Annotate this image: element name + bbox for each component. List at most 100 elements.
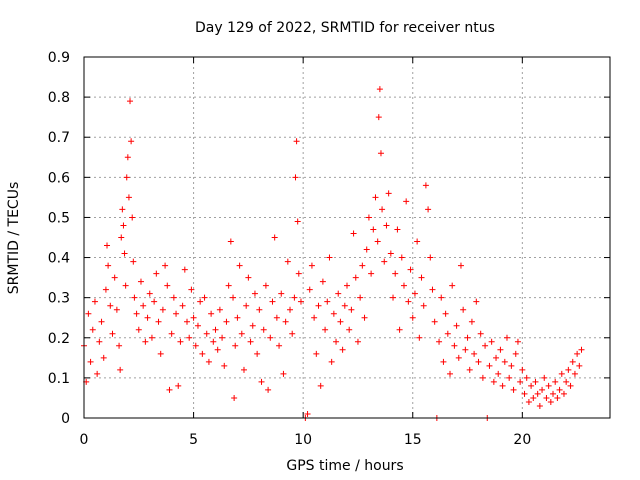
data-point	[232, 342, 239, 349]
data-point	[280, 370, 287, 377]
y-tick-label: 0.9	[48, 50, 70, 66]
x-tick-label: 5	[189, 432, 198, 448]
data-point	[447, 370, 454, 377]
data-point	[574, 350, 581, 357]
data-point	[319, 278, 326, 285]
data-point	[273, 314, 280, 321]
data-point	[221, 362, 228, 369]
data-point	[120, 222, 127, 229]
data-point	[394, 226, 401, 233]
x-tick-label: 15	[404, 432, 422, 448]
data-point	[130, 258, 137, 265]
data-point	[488, 338, 495, 345]
data-point	[383, 222, 390, 229]
data-point	[181, 266, 188, 273]
data-point	[473, 298, 480, 305]
data-point	[543, 394, 550, 401]
data-point	[113, 306, 120, 313]
data-point	[91, 298, 98, 305]
data-point	[501, 358, 508, 365]
data-point	[370, 226, 377, 233]
data-point	[170, 294, 177, 301]
data-point	[306, 286, 313, 293]
data-point	[554, 394, 561, 401]
data-point	[245, 274, 252, 281]
data-point	[295, 270, 302, 277]
data-point	[260, 326, 267, 333]
data-point	[346, 326, 353, 333]
data-point	[267, 334, 274, 341]
data-point	[565, 366, 572, 373]
data-point	[455, 354, 462, 361]
data-point	[173, 310, 180, 317]
data-point	[431, 318, 438, 325]
data-point	[223, 318, 230, 325]
data-point	[539, 386, 546, 393]
data-point	[427, 254, 434, 261]
data-point	[482, 342, 489, 349]
data-point	[330, 310, 337, 317]
data-point	[365, 214, 372, 221]
y-tick-labels: 0 0.1 0.2 0.3 0.4 0.5 0.6 0.7 0.8 0.9	[48, 50, 70, 427]
data-point	[335, 290, 342, 297]
data-point	[556, 386, 563, 393]
data-point	[278, 290, 285, 297]
data-point	[324, 298, 331, 305]
data-point	[144, 314, 151, 321]
data-point	[256, 306, 263, 313]
data-point	[125, 194, 132, 201]
data-point	[372, 194, 379, 201]
data-point	[219, 334, 226, 341]
data-point	[368, 270, 375, 277]
data-point	[294, 218, 301, 225]
data-point	[392, 270, 399, 277]
data-point	[210, 338, 217, 345]
data-point	[297, 298, 304, 305]
data-point	[146, 290, 153, 297]
data-point	[508, 362, 515, 369]
data-point	[94, 370, 101, 377]
data-point	[328, 358, 335, 365]
data-point	[292, 174, 299, 181]
data-point	[512, 350, 519, 357]
data-point	[194, 322, 201, 329]
data-point	[438, 294, 445, 301]
data-point	[230, 294, 237, 301]
data-point	[348, 306, 355, 313]
data-point	[569, 358, 576, 365]
data-points	[81, 86, 585, 421]
data-point	[265, 386, 272, 393]
y-tick-label: 0.6	[48, 170, 70, 186]
data-point	[155, 318, 162, 325]
data-point	[105, 262, 112, 269]
data-point	[102, 286, 109, 293]
data-point	[127, 98, 134, 105]
data-point	[449, 282, 456, 289]
data-point	[396, 326, 403, 333]
data-point	[311, 314, 318, 321]
data-point	[521, 390, 528, 397]
data-point	[249, 322, 256, 329]
data-point	[85, 310, 92, 317]
data-point	[240, 366, 247, 373]
data-point	[560, 390, 567, 397]
data-point	[164, 282, 171, 289]
data-point	[425, 206, 432, 213]
data-point	[208, 310, 215, 317]
data-point	[107, 302, 114, 309]
data-point	[420, 302, 427, 309]
data-point	[227, 238, 234, 245]
data-point	[385, 190, 392, 197]
data-point	[238, 330, 245, 337]
data-point	[530, 394, 537, 401]
x-tick-label: 20	[513, 432, 531, 448]
data-point	[123, 174, 130, 181]
data-point	[271, 234, 278, 241]
data-point	[405, 298, 412, 305]
data-point	[578, 346, 585, 353]
data-point	[140, 302, 147, 309]
data-point	[89, 326, 96, 333]
data-point	[534, 390, 541, 397]
data-point	[317, 382, 324, 389]
data-point	[192, 342, 199, 349]
